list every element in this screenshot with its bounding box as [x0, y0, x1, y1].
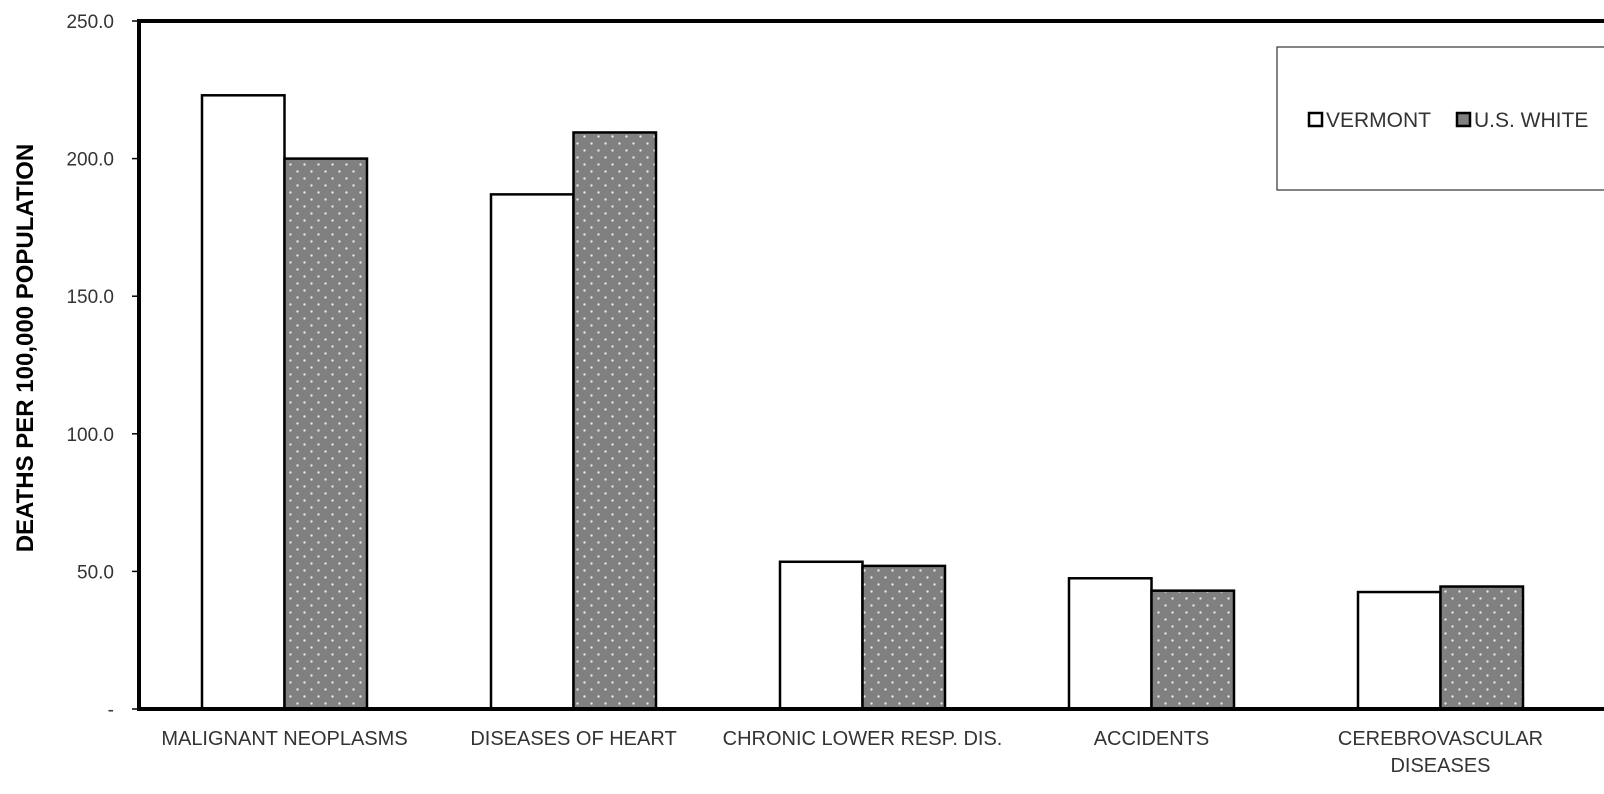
y-tick-label: 100.0	[66, 425, 114, 446]
bar-vermont-0	[200, 94, 286, 711]
category-labels: MALIGNANT NEOPLASMS DISEASES OF HEART CHRO…	[161, 728, 1543, 777]
category-label: CEREBROVASCULAR DISEASES	[1338, 728, 1543, 777]
y-tick-label: 250.0	[66, 12, 114, 33]
y-tick-label: -	[108, 700, 114, 721]
bars-layer	[200, 94, 1525, 711]
legend: VERMONT U.S. WHITE	[1276, 46, 1604, 191]
category-label: CHRONIC LOWER RESP. DIS.	[723, 728, 1003, 750]
category-label: ACCIDENTS	[1094, 728, 1210, 750]
bar-vermont-2	[778, 560, 864, 711]
bar-us-white-0	[283, 157, 369, 711]
bar-vermont-3	[1067, 577, 1153, 711]
legend-swatch-us-white	[1455, 111, 1472, 128]
category-label: MALIGNANT NEOPLASMS	[161, 728, 407, 750]
y-axis-label: DEATHS PER 100,000 POPULATION	[12, 144, 39, 553]
bar-vermont-4	[1356, 590, 1442, 711]
y-tick-label: 200.0	[66, 150, 114, 171]
bar-us-white-2	[861, 564, 947, 711]
legend-swatch-vermont	[1307, 111, 1324, 128]
category-label: DISEASES OF HEART	[470, 728, 676, 750]
bar-us-white-1	[572, 131, 658, 711]
legend-label-us-white: U.S. WHITE	[1474, 109, 1588, 132]
bar-us-white-4	[1439, 585, 1525, 711]
y-tick-label: 50.0	[77, 562, 114, 583]
legend-label-vermont: VERMONT	[1326, 109, 1431, 132]
legend-box	[1276, 46, 1604, 191]
bar-vermont-1	[489, 193, 575, 711]
bar-us-white-3	[1150, 589, 1236, 711]
axis-layer	[137, 19, 1604, 711]
y-tick-label: 150.0	[66, 287, 114, 308]
y-tick-labels: - 50.0 100.0 150.0 200.0 250.0	[66, 12, 139, 721]
